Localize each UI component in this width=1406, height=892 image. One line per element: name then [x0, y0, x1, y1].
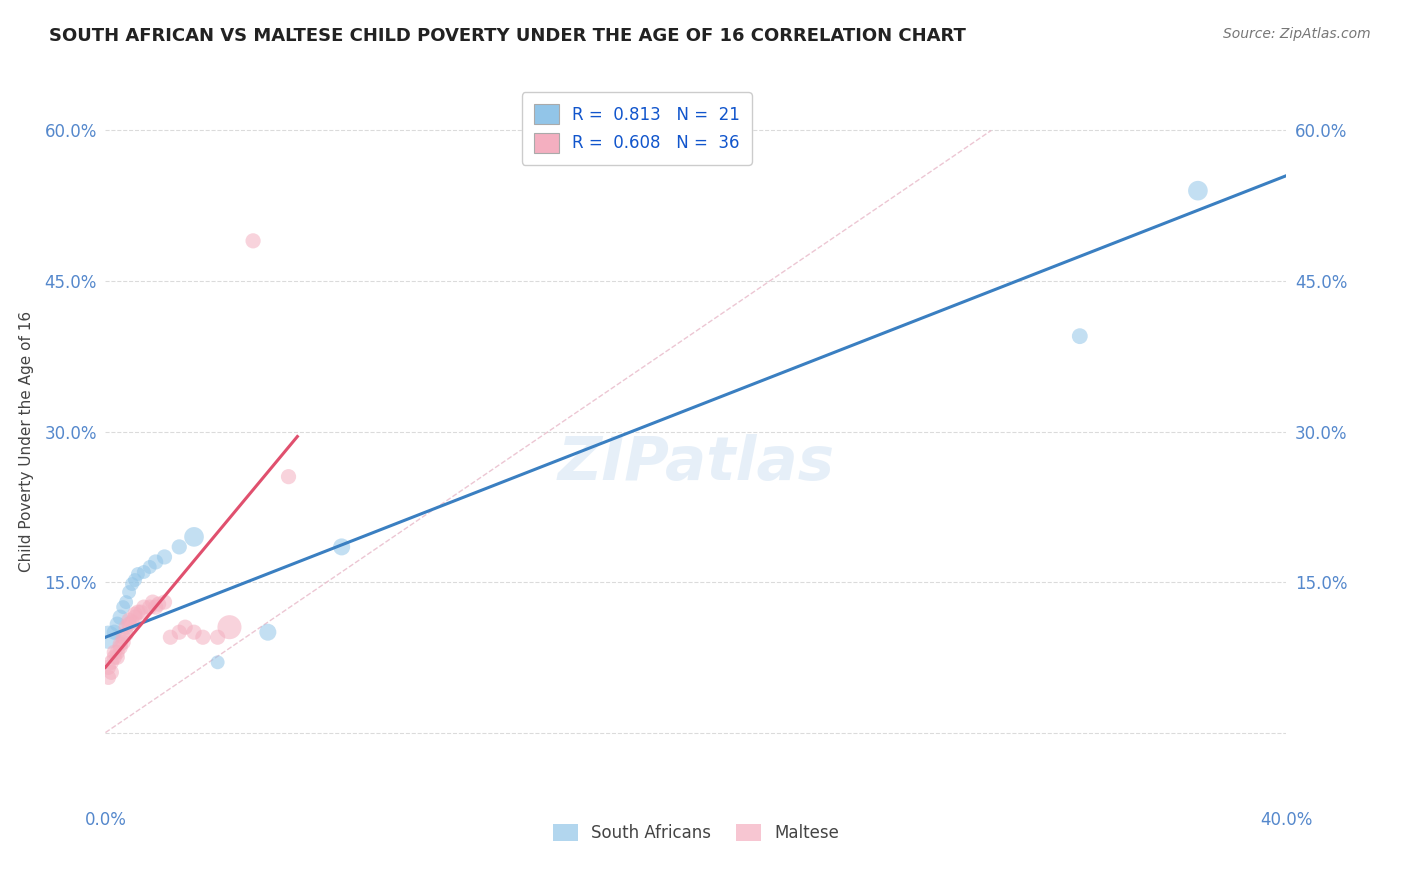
Point: [112, 600, 135, 615]
Point: [174, 620, 197, 634]
Point: [257, 625, 280, 640]
Point: [159, 630, 181, 644]
Point: [148, 597, 170, 611]
Point: [191, 630, 214, 644]
Point: [138, 600, 162, 615]
Point: [118, 617, 141, 632]
Point: [145, 555, 167, 569]
Point: [169, 625, 191, 640]
Point: [112, 635, 135, 649]
Point: [207, 655, 229, 669]
Point: [218, 620, 240, 634]
Point: [183, 530, 205, 544]
Point: [124, 607, 146, 621]
Point: [115, 620, 138, 634]
Point: [129, 605, 152, 619]
Point: [277, 469, 299, 483]
Point: [115, 627, 138, 641]
Point: [121, 615, 143, 630]
Text: SOUTH AFRICAN VS MALTESE CHILD POVERTY UNDER THE AGE OF 16 CORRELATION CHART: SOUTH AFRICAN VS MALTESE CHILD POVERTY U…: [49, 27, 966, 45]
Point: [100, 655, 122, 669]
Point: [132, 600, 155, 615]
Legend: South Africans, Maltese: South Africans, Maltese: [546, 817, 846, 848]
Point: [330, 540, 353, 554]
Point: [1187, 184, 1209, 198]
Y-axis label: Child Poverty Under the Age of 16: Child Poverty Under the Age of 16: [18, 311, 34, 572]
Point: [105, 645, 128, 659]
Point: [103, 645, 125, 659]
Point: [169, 540, 191, 554]
Point: [138, 560, 162, 574]
Point: [103, 650, 125, 665]
Point: [1069, 329, 1091, 343]
Point: [142, 595, 165, 609]
Point: [110, 637, 132, 651]
Point: [115, 595, 138, 609]
Point: [242, 234, 264, 248]
Point: [118, 585, 141, 599]
Point: [105, 650, 128, 665]
Point: [124, 610, 146, 624]
Point: [127, 605, 149, 619]
Point: [112, 630, 135, 644]
Point: [97, 660, 120, 674]
Point: [145, 600, 167, 615]
Point: [121, 577, 143, 591]
Point: [183, 625, 205, 640]
Text: Source: ZipAtlas.com: Source: ZipAtlas.com: [1223, 27, 1371, 41]
Point: [118, 613, 141, 627]
Point: [103, 625, 125, 640]
Point: [97, 630, 120, 644]
Point: [153, 549, 176, 564]
Point: [105, 617, 128, 632]
Point: [132, 565, 155, 579]
Point: [97, 670, 120, 684]
Point: [153, 595, 176, 609]
Point: [110, 640, 132, 655]
Point: [127, 567, 149, 582]
Point: [124, 573, 146, 587]
Point: [110, 610, 132, 624]
Point: [100, 665, 122, 680]
Text: ZIPatlas: ZIPatlas: [557, 434, 835, 492]
Point: [207, 630, 229, 644]
